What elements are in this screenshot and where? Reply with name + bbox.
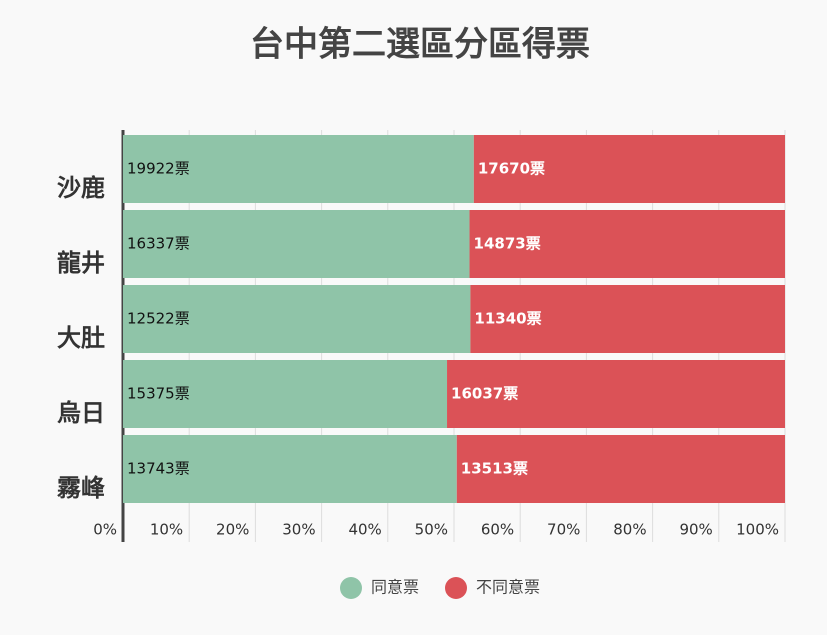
bar-segment: [123, 360, 448, 428]
x-tick-label: 10%: [150, 521, 183, 539]
value-label: 14873票: [474, 235, 541, 253]
value-label: 17670票: [478, 160, 545, 178]
x-tick-label: 100%: [736, 521, 779, 539]
x-tick-label: 50%: [415, 521, 448, 539]
x-tick-label: 90%: [679, 521, 712, 539]
y-tick-label: 沙鹿: [57, 174, 105, 202]
value-label: 11340票: [474, 310, 541, 328]
y-tick-label: 大肚: [57, 324, 105, 352]
x-tick-label: 20%: [216, 521, 249, 539]
bar-segment: [123, 435, 457, 503]
legend-label: 不同意票: [476, 578, 540, 597]
bar-segment: [123, 135, 474, 203]
x-tick-label: 60%: [481, 521, 514, 539]
bar-segment: [469, 210, 785, 278]
bar-segment: [473, 135, 785, 203]
x-tick-label: 40%: [348, 521, 381, 539]
chart-title: 台中第二選區分區得票: [250, 25, 590, 65]
x-tick-label: 70%: [547, 521, 580, 539]
value-label: 13513票: [461, 460, 528, 478]
value-label: 12522票: [127, 310, 190, 328]
value-label: 16037票: [451, 385, 518, 403]
value-label: 19922票: [127, 160, 190, 178]
bar-segment: [456, 435, 785, 503]
bar-segment: [447, 360, 785, 428]
bar-segment: [123, 210, 470, 278]
legend-marker: [340, 577, 362, 599]
x-tick-label: 0%: [93, 521, 117, 539]
value-label: 15375票: [127, 385, 190, 403]
legend-marker: [445, 577, 467, 599]
value-label: 13743票: [127, 460, 190, 478]
legend-label: 同意票: [371, 578, 419, 597]
x-tick-label: 30%: [282, 521, 315, 539]
x-tick-label: 80%: [613, 521, 646, 539]
bar-segment: [470, 285, 785, 353]
value-label: 16337票: [127, 235, 190, 253]
bar-segment: [123, 285, 471, 353]
y-tick-label: 烏日: [57, 399, 105, 427]
y-tick-label: 霧峰: [57, 474, 105, 502]
y-tick-label: 龍井: [57, 249, 105, 277]
